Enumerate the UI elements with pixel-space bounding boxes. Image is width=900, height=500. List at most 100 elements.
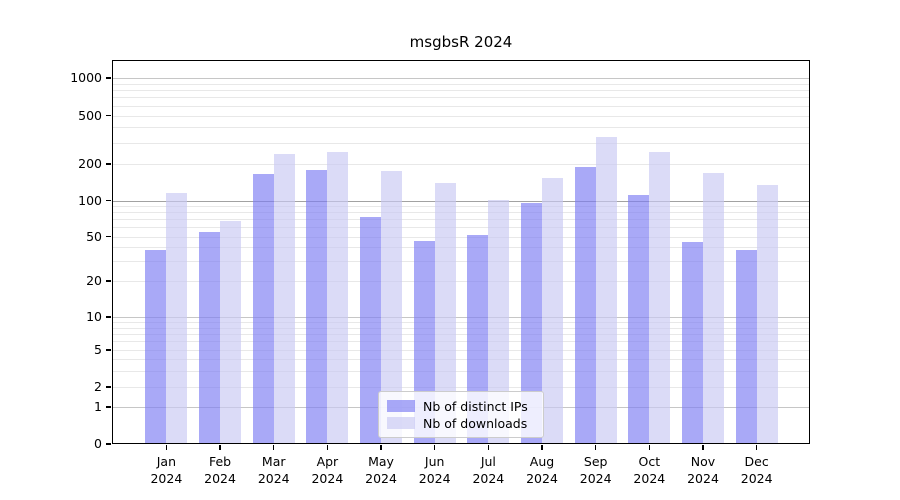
x-tick-mark <box>755 445 758 450</box>
x-tick-label: Jan 2024 <box>134 453 198 487</box>
legend-label-distinct-ips: Nb of distinct IPs <box>423 398 528 414</box>
gridline-minor <box>112 247 810 249</box>
legend-swatch-downloads-icon <box>387 417 415 429</box>
bar-downloads <box>595 137 617 444</box>
y-tick-label: 5 <box>94 342 102 357</box>
y-tick-label: 100 <box>78 192 102 208</box>
gridline-minor <box>112 333 810 335</box>
gridline-minor <box>112 97 810 99</box>
gridline-minor <box>112 83 810 85</box>
x-tick-mark <box>380 445 382 450</box>
chart-title: msgbsR 2024 <box>409 33 513 51</box>
x-tick-label-year: 2024 <box>526 471 558 486</box>
y-tick-mark <box>106 386 111 388</box>
gridline-minor <box>112 350 810 351</box>
x-tick-mark <box>165 445 168 450</box>
y-tick-mark <box>106 349 111 351</box>
bar-downloads <box>756 184 778 444</box>
bar-downloads <box>220 221 242 444</box>
gridline-major <box>112 200 810 202</box>
x-tick-label: Dec 2024 <box>725 453 789 487</box>
x-tick-label: Aug 2024 <box>510 453 574 487</box>
gridline-minor <box>112 227 810 229</box>
gridline-minor <box>112 322 810 324</box>
gridline-major <box>112 317 810 318</box>
x-tick-mark <box>273 445 275 450</box>
y-tick-label: 1 <box>94 399 102 414</box>
gridline-minor <box>112 115 810 117</box>
gridline-minor <box>112 212 810 214</box>
x-tick-label: Apr 2024 <box>295 453 359 487</box>
gridline-minor <box>112 142 810 144</box>
gridline-minor <box>112 205 810 207</box>
bar-downloads <box>273 154 295 444</box>
gridline-minor <box>112 370 810 372</box>
y-tick-label: 200 <box>78 156 102 171</box>
x-tick-label-year: 2024 <box>365 471 397 486</box>
bar-distinct-ips <box>628 195 650 444</box>
y-tick-mark <box>106 77 111 79</box>
gridline-minor <box>112 261 810 263</box>
gridline-minor <box>112 105 810 107</box>
gridline-minor <box>112 127 810 129</box>
x-tick-mark <box>219 445 221 450</box>
legend-label-downloads: Nb of downloads <box>423 415 528 431</box>
bar-downloads <box>434 182 456 444</box>
x-tick-mark <box>648 445 651 450</box>
gridline-minor <box>112 90 810 92</box>
y-tick-label: 20 <box>86 273 102 288</box>
gridline-minor <box>112 359 810 360</box>
x-tick-label-year: 2024 <box>418 471 451 486</box>
x-tick-label: Mar 2024 <box>242 453 306 487</box>
y-tick-label: 1000 <box>70 70 102 85</box>
bar-distinct-ips <box>199 231 221 444</box>
x-tick-label: Nov 2024 <box>671 453 735 487</box>
y-tick-mark <box>106 316 111 318</box>
legend-row-distinct-ips: Nb of distinct IPs <box>387 398 543 414</box>
x-tick-label-year: 2024 <box>633 471 666 486</box>
bar-distinct-ips <box>735 249 757 444</box>
y-tick-label: 500 <box>78 107 102 123</box>
bar-downloads <box>327 152 349 444</box>
chart-legend: Nb of distinct IPs Nb of downloads <box>378 391 544 438</box>
x-tick-label: Feb 2024 <box>188 453 252 487</box>
x-tick-label-year: 2024 <box>311 471 344 486</box>
y-tick-label: 50 <box>86 228 102 244</box>
bar-distinct-ips <box>145 249 167 444</box>
gridline-minor <box>112 219 810 221</box>
x-tick-label-year: 2024 <box>204 471 236 486</box>
gridline-minor <box>112 281 810 282</box>
gridline-major <box>112 78 810 79</box>
bar-distinct-ips <box>682 241 703 444</box>
x-tick-label: Jul 2024 <box>456 453 520 487</box>
x-tick-label: Oct 2024 <box>617 453 681 487</box>
x-tick-label-year: 2024 <box>687 471 719 486</box>
bar-distinct-ips <box>252 174 274 444</box>
y-tick-label: 0 <box>94 436 102 451</box>
x-tick-mark <box>702 445 704 450</box>
bar-downloads <box>166 193 188 444</box>
bar-distinct-ips <box>306 169 328 444</box>
y-tick-mark <box>106 235 111 238</box>
y-tick-mark <box>106 199 111 202</box>
x-tick-label: Jun 2024 <box>403 453 467 487</box>
x-tick-label-year: 2024 <box>150 471 183 486</box>
x-tick-label-year: 2024 <box>257 471 290 486</box>
x-tick-mark <box>487 445 490 450</box>
legend-row-downloads: Nb of downloads <box>387 415 543 431</box>
gridline-minor <box>112 164 810 165</box>
legend-swatch-distinct-ips-icon <box>387 400 415 412</box>
bar-downloads <box>649 151 671 444</box>
y-tick-mark <box>106 163 111 165</box>
bar-distinct-ips <box>521 202 543 444</box>
y-tick-mark <box>106 114 111 117</box>
y-tick-mark <box>106 443 111 445</box>
gridline-minor <box>112 327 810 329</box>
y-tick-mark <box>106 280 111 282</box>
y-tick-label: 2 <box>94 379 102 394</box>
x-tick-label-year: 2024 <box>472 471 505 486</box>
x-tick-mark <box>326 445 329 450</box>
x-tick-label-year: 2024 <box>579 471 612 486</box>
x-tick-label-year: 2024 <box>740 471 773 486</box>
